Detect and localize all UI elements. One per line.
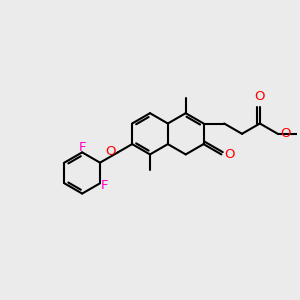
Text: O: O xyxy=(255,90,265,103)
Text: O: O xyxy=(224,148,234,161)
Text: O: O xyxy=(105,145,116,158)
Text: O: O xyxy=(281,127,291,140)
Text: F: F xyxy=(78,141,86,154)
Text: F: F xyxy=(101,179,108,192)
